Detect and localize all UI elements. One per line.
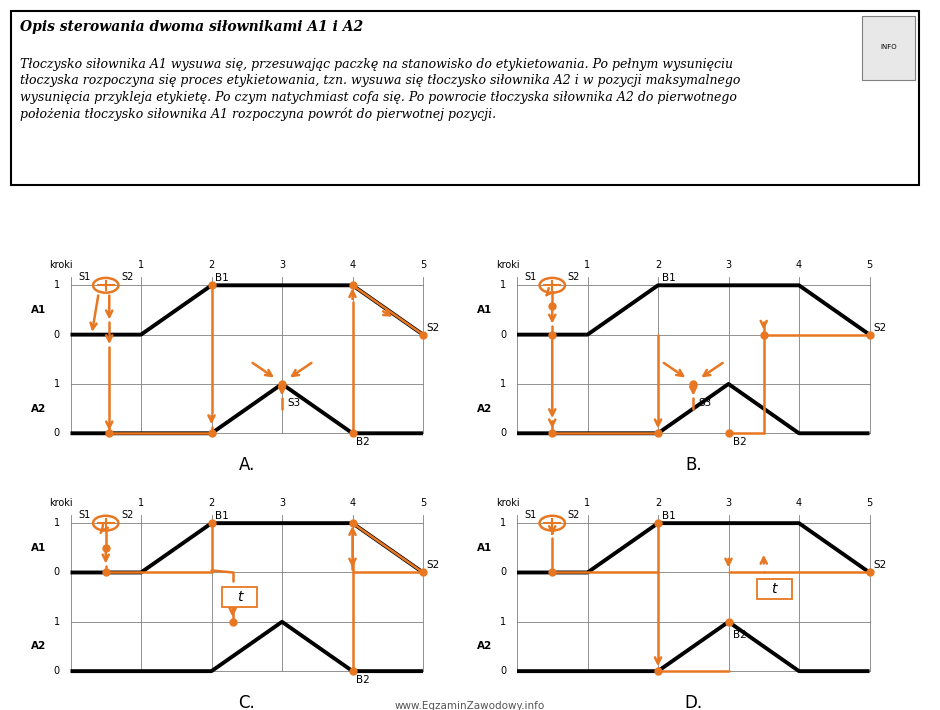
- Text: 2: 2: [655, 260, 661, 270]
- Text: 0: 0: [54, 329, 60, 339]
- Text: B1: B1: [215, 511, 228, 521]
- Text: S2: S2: [121, 272, 133, 282]
- Text: 4: 4: [796, 498, 802, 508]
- Text: B2: B2: [733, 437, 747, 447]
- Text: 1: 1: [500, 518, 507, 528]
- Text: 0: 0: [500, 666, 507, 676]
- Text: 3: 3: [279, 498, 285, 508]
- Text: 2: 2: [655, 498, 661, 508]
- Text: B2: B2: [356, 437, 369, 447]
- Text: 4: 4: [350, 260, 355, 270]
- Text: S2: S2: [427, 322, 440, 332]
- Text: kroki: kroki: [496, 498, 520, 508]
- Text: S2: S2: [568, 272, 580, 282]
- Text: 1: 1: [54, 280, 60, 290]
- Text: 5: 5: [420, 260, 426, 270]
- Text: 1: 1: [54, 379, 60, 389]
- Text: 0: 0: [500, 428, 507, 438]
- Text: 4: 4: [350, 498, 355, 508]
- Text: A2: A2: [31, 403, 46, 414]
- Text: 1: 1: [500, 379, 507, 389]
- Text: A1: A1: [478, 305, 493, 315]
- Bar: [757, 579, 791, 599]
- Text: 2: 2: [209, 498, 214, 508]
- Text: t: t: [772, 582, 777, 596]
- Text: B1: B1: [662, 273, 675, 283]
- Text: S3: S3: [287, 398, 300, 408]
- Text: 0: 0: [54, 428, 60, 438]
- Text: S2: S2: [873, 322, 886, 332]
- Text: S2: S2: [121, 510, 133, 520]
- Text: Tłoczysko siłownika A1 wysuwa się, przesuwając paczkę na stanowisko do etykietow: Tłoczysko siłownika A1 wysuwa się, przes…: [21, 58, 741, 121]
- Text: A.: A.: [239, 456, 255, 474]
- Text: 1: 1: [138, 260, 144, 270]
- Text: Opis sterowania dwoma siłownikami A1 i A2: Opis sterowania dwoma siłownikami A1 i A…: [21, 20, 364, 34]
- Text: B2: B2: [733, 630, 747, 640]
- Text: 1: 1: [500, 280, 507, 290]
- Text: www.EgzaminZawodowy.info: www.EgzaminZawodowy.info: [395, 701, 545, 710]
- Text: INFO: INFO: [880, 44, 897, 50]
- Text: 0: 0: [54, 567, 60, 577]
- Text: 1: 1: [585, 498, 590, 508]
- Text: S2: S2: [873, 560, 886, 570]
- Text: S2: S2: [427, 560, 440, 570]
- Text: S1: S1: [78, 510, 90, 520]
- Text: t: t: [237, 590, 243, 604]
- Text: 1: 1: [54, 518, 60, 528]
- Text: B1: B1: [662, 511, 675, 521]
- Bar: [222, 587, 258, 608]
- Text: C.: C.: [239, 694, 255, 710]
- Text: D.: D.: [684, 694, 702, 710]
- Text: A2: A2: [478, 641, 493, 652]
- Text: B1: B1: [215, 273, 228, 283]
- Text: kroki: kroki: [49, 498, 73, 508]
- Text: A2: A2: [31, 641, 46, 652]
- Text: S1: S1: [525, 272, 537, 282]
- Text: 5: 5: [867, 498, 872, 508]
- Text: 0: 0: [500, 329, 507, 339]
- Text: 1: 1: [54, 617, 60, 627]
- Text: 1: 1: [585, 260, 590, 270]
- Text: S1: S1: [525, 510, 537, 520]
- Text: kroki: kroki: [49, 260, 73, 270]
- Text: 3: 3: [279, 260, 285, 270]
- Text: 4: 4: [796, 260, 802, 270]
- Text: 1: 1: [500, 617, 507, 627]
- Text: 5: 5: [867, 260, 872, 270]
- Text: A1: A1: [31, 305, 46, 315]
- FancyBboxPatch shape: [862, 16, 915, 80]
- Text: A1: A1: [31, 543, 46, 553]
- Text: B.: B.: [685, 456, 701, 474]
- Text: 1: 1: [138, 498, 144, 508]
- FancyBboxPatch shape: [11, 11, 919, 185]
- Text: 5: 5: [420, 498, 426, 508]
- Text: 0: 0: [500, 567, 507, 577]
- Text: kroki: kroki: [496, 260, 520, 270]
- Text: S3: S3: [698, 398, 712, 408]
- Text: S1: S1: [78, 272, 90, 282]
- Text: 2: 2: [209, 260, 214, 270]
- Text: B2: B2: [356, 675, 369, 685]
- Text: S2: S2: [568, 510, 580, 520]
- Text: 0: 0: [54, 666, 60, 676]
- Text: A1: A1: [478, 543, 493, 553]
- Text: 3: 3: [726, 260, 731, 270]
- Text: A2: A2: [478, 403, 493, 414]
- Text: 3: 3: [726, 498, 731, 508]
